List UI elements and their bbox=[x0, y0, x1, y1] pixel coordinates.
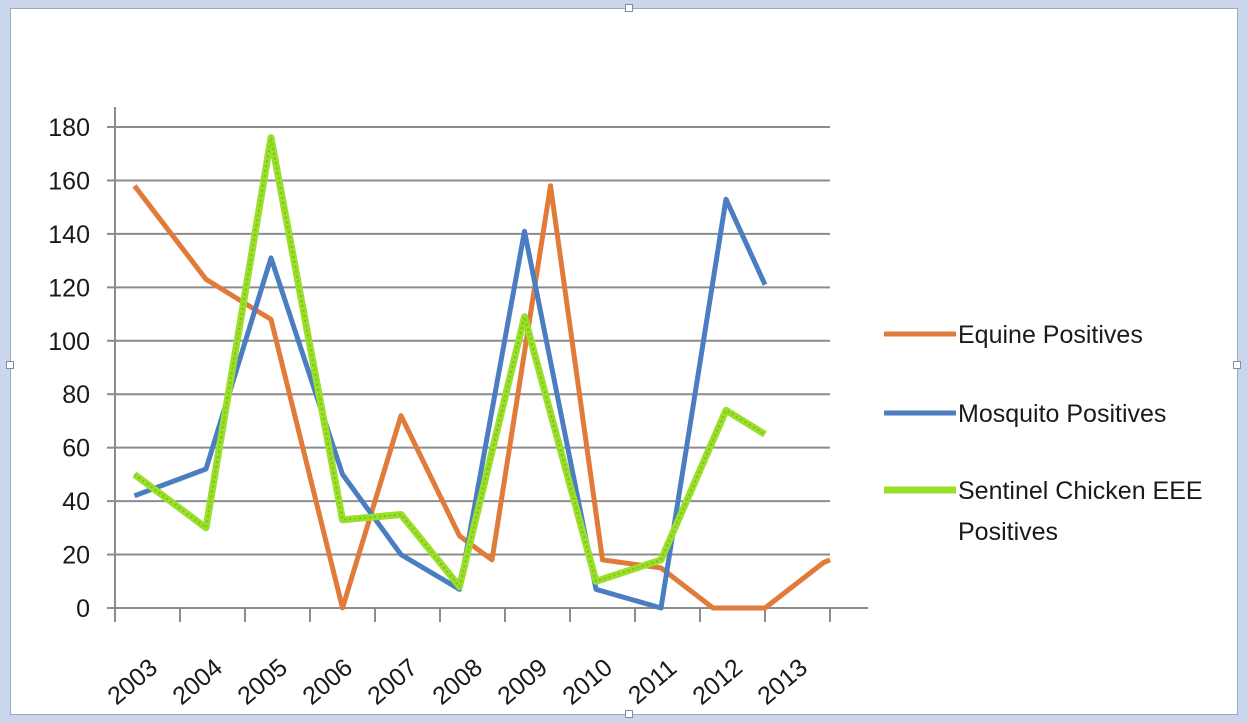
x-tick-label: 2012 bbox=[687, 653, 748, 710]
x-tick-label: 2009 bbox=[492, 653, 553, 710]
resize-handle-left[interactable] bbox=[6, 361, 14, 369]
x-tick-label: 2004 bbox=[167, 653, 228, 710]
legend: Equine Positives Mosquito Positives Sentin… bbox=[884, 321, 1203, 546]
y-tick-label: 20 bbox=[62, 542, 90, 570]
series-line-texture bbox=[133, 136, 766, 588]
series-line-equine-positives bbox=[132, 183, 831, 611]
legend-label: Equine Positives bbox=[958, 321, 1143, 349]
y-tick-label: 40 bbox=[62, 488, 90, 516]
resize-handle-top[interactable] bbox=[625, 4, 633, 12]
x-tick-label: 2011 bbox=[623, 654, 682, 710]
x-tick-label: 2008 bbox=[427, 653, 488, 710]
legend-label: Sentinel Chicken EEE bbox=[958, 477, 1203, 505]
resize-handle-right[interactable] bbox=[1233, 361, 1241, 369]
y-tick-label: 180 bbox=[48, 114, 90, 142]
x-tick-label: 2007 bbox=[362, 653, 423, 710]
x-tick-label: 2010 bbox=[557, 653, 618, 710]
y-tick-label: 160 bbox=[48, 167, 90, 195]
gridlines bbox=[115, 126, 830, 556]
legend-label: Positives bbox=[958, 518, 1058, 546]
y-tick-label: 0 bbox=[76, 595, 90, 623]
y-tick-label: 120 bbox=[48, 274, 90, 302]
y-tick-label: 60 bbox=[62, 435, 90, 463]
y-axis-tick-labels: 0 20 40 60 80 100 120 140 160 180 bbox=[48, 114, 90, 623]
y-tick-label: 80 bbox=[62, 381, 90, 409]
x-tick-label: 2006 bbox=[297, 653, 358, 710]
y-tick-label: 140 bbox=[48, 221, 90, 249]
x-axis-tick-labels: 2003 2004 2005 2006 2007 2008 2009 2010 2011 2012… bbox=[102, 653, 813, 710]
axes bbox=[107, 107, 868, 622]
x-tick-label: 2005 bbox=[232, 653, 293, 710]
resize-handle-bottom[interactable] bbox=[625, 710, 633, 718]
legend-label: Mosquito Positives bbox=[958, 400, 1166, 428]
x-tick-label: 2003 bbox=[102, 653, 163, 710]
y-tick-label: 100 bbox=[48, 328, 90, 356]
x-tick-label: 2013 bbox=[752, 653, 813, 710]
series-lines bbox=[132, 134, 831, 611]
